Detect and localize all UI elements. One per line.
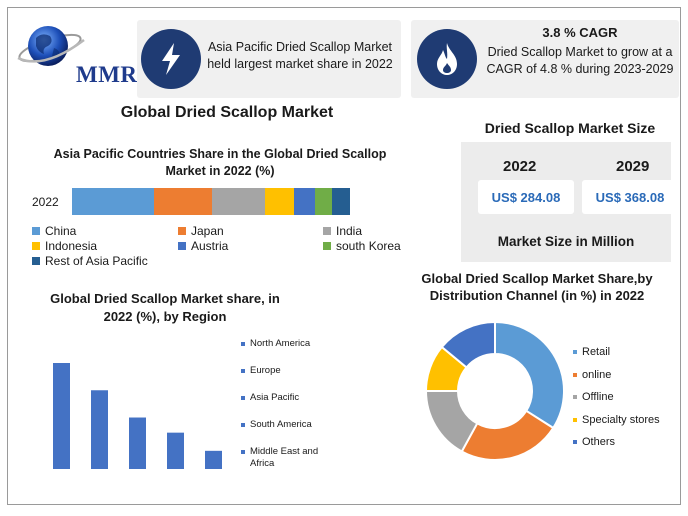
- legend-label: Retail: [582, 346, 611, 358]
- mmr-logo: MMR: [14, 18, 137, 87]
- legend-label: Europe: [250, 365, 281, 376]
- legend-label: Rest of Asia Pacific: [45, 254, 148, 268]
- market-size-panel: 2022 2029 US$ 284.08 US$ 368.08 Market S…: [461, 142, 678, 262]
- highlight-text-apac: Asia Pacific Dried Scallop Market held l…: [207, 40, 393, 71]
- legend-swatch: [178, 242, 186, 250]
- apac-legend-item-china: China: [32, 224, 76, 238]
- region-legend-item-europe: Europe: [241, 365, 341, 377]
- legend-marker: [241, 396, 245, 400]
- apac-bar-segment-china: [72, 188, 154, 215]
- legend-swatch: [323, 227, 331, 235]
- legend-label: India: [336, 224, 363, 238]
- legend-swatch: [32, 242, 40, 250]
- apac-bar-segment-japan: [153, 188, 213, 215]
- legend-swatch: [323, 242, 331, 250]
- apac-chart-title: Asia Pacific Countries Share in the Glob…: [53, 147, 387, 178]
- legend-label: South America: [250, 419, 312, 430]
- legend-swatch: [32, 227, 40, 235]
- apac-legend-item-japan: Japan: [178, 224, 224, 238]
- cagr-text: Dried Scallop Market to grow at a CAGR o…: [486, 45, 674, 76]
- distribution-legend-item-online: online: [573, 369, 611, 381]
- legend-label: Indonesia: [45, 239, 98, 253]
- region-legend-item-south-america: South America: [241, 419, 341, 431]
- apac-legend-item-indonesia: Indonesia: [32, 239, 97, 253]
- legend-label: online: [582, 368, 612, 381]
- market-size-unit: Market Size in Million: [497, 234, 635, 249]
- year-2022-label: 2022: [503, 158, 537, 175]
- legend-swatch: [32, 257, 40, 265]
- legend-marker: [241, 369, 245, 373]
- distribution-legend-item-offline: Offline: [573, 391, 614, 403]
- apac-legend-item-india: India: [323, 224, 362, 238]
- legend-marker: [573, 395, 577, 399]
- page-title: Global Dried Scallop Market: [120, 104, 334, 121]
- value-2029: US$ 368.08: [582, 180, 678, 214]
- apac-bar-segment-austria: [294, 188, 315, 215]
- apac-bar-segment-indonesia: [265, 188, 295, 215]
- legend-marker: [573, 350, 577, 354]
- legend-marker: [573, 440, 577, 444]
- legend-marker: [573, 372, 577, 377]
- flame-icon: [417, 29, 477, 89]
- legend-label: Austria: [191, 239, 229, 253]
- legend-label: Japan: [191, 224, 224, 238]
- year-2029-label: 2029: [616, 158, 650, 175]
- legend-label: North America: [250, 338, 311, 349]
- apac-bar-segment-south-korea: [314, 188, 333, 215]
- apac-legend-item-rest-of-asia-pacific: Rest of Asia Pacific: [32, 254, 148, 268]
- apac-legend-item-austria: Austria: [178, 239, 228, 253]
- value-2022: US$ 284.08: [478, 180, 574, 214]
- highlight-card-apac: Asia Pacific Dried Scallop Market held l…: [137, 20, 401, 98]
- legend-label: Others: [582, 436, 616, 448]
- highlight-card-cagr: 3.8 % CAGR Dried Scallop Market to grow …: [411, 20, 679, 98]
- lightning-bolt-icon: [141, 29, 201, 89]
- legend-label: south Korea: [336, 239, 401, 253]
- distribution-legend-item-specialty-stores: Specialty stores: [573, 414, 660, 426]
- legend-swatch: [178, 227, 186, 235]
- apac-bar-year-label: 2022: [32, 195, 59, 209]
- legend-label: Asia Pacific: [250, 392, 300, 403]
- legend-label: Middle East and Africa: [250, 446, 319, 469]
- cagr-heading: 3.8 % CAGR: [542, 25, 618, 40]
- distribution-chart-title: Global Dried Scallop Market Share,by Dis…: [421, 271, 653, 303]
- legend-marker: [573, 417, 577, 422]
- apac-bar-segment-rest-of-asia-pacific: [332, 188, 350, 215]
- legend-marker: [241, 342, 245, 346]
- legend-marker: [241, 423, 245, 427]
- legend-label: Offline: [582, 391, 614, 403]
- globe-icon: [17, 26, 85, 66]
- distribution-legend-item-retail: Retail: [573, 346, 610, 358]
- region-legend-item-middle-east-and-africa: Middle East and Africa: [241, 446, 325, 470]
- infographic-frame: [7, 7, 681, 505]
- legend-label: Specialty stores: [582, 413, 660, 426]
- region-legend-item-asia-pacific: Asia Pacific: [241, 392, 341, 404]
- region-legend-item-north-america: North America: [241, 338, 341, 350]
- apac-legend-item-south-korea: south Korea: [323, 239, 401, 253]
- distribution-legend-item-others: Others: [573, 436, 615, 448]
- market-size-title: Dried Scallop Market Size: [484, 120, 656, 136]
- region-chart-title: Global Dried Scallop Market share, in 20…: [50, 291, 280, 324]
- legend-label: China: [45, 224, 77, 238]
- apac-bar-segment-india: [212, 188, 266, 215]
- legend-marker: [241, 450, 245, 454]
- logo-text: MMR: [76, 62, 138, 87]
